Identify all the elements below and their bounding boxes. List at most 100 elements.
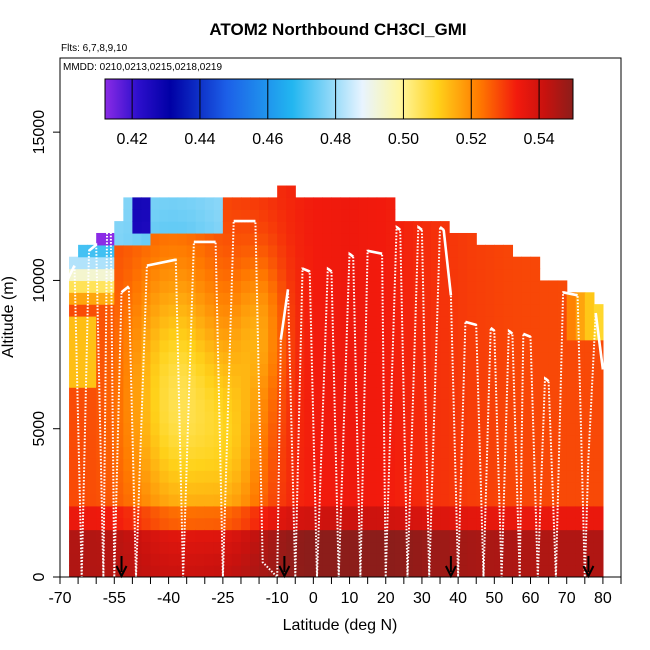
heatmap-cell: [240, 268, 251, 282]
heatmap-cell: [512, 304, 523, 317]
heatmap-cell: [367, 529, 378, 543]
heatmap-cell: [177, 327, 188, 341]
heatmap-cell: [539, 446, 550, 459]
heatmap-cell: [403, 363, 414, 376]
heatmap-cell: [530, 339, 541, 353]
heatmap-cell: [295, 553, 305, 566]
heatmap-cell: [349, 221, 360, 234]
heatmap-cell: [159, 268, 170, 282]
heatmap-cell: [222, 339, 233, 353]
heatmap-cell: [548, 339, 559, 353]
heatmap-cell: [195, 410, 206, 424]
y-tick-label: 10000: [31, 258, 48, 303]
heatmap-cell: [204, 232, 215, 246]
heatmap-cell: [231, 482, 242, 495]
heatmap-cell: [286, 565, 296, 577]
heatmap-cell: [286, 470, 296, 483]
heatmap-cell: [449, 351, 459, 365]
heatmap-cell: [440, 221, 450, 234]
heatmap-cell: [476, 565, 486, 577]
heatmap-cell: [304, 339, 314, 353]
heatmap-cell: [295, 292, 305, 305]
heatmap-cell: [141, 422, 152, 436]
heatmap-cell: [222, 470, 233, 483]
heatmap-cell: [123, 446, 133, 459]
heatmap-cell: [566, 363, 577, 376]
heatmap-cell: [87, 541, 97, 554]
heatmap-cell: [458, 256, 468, 270]
heatmap-cell: [394, 351, 405, 365]
heatmap-cell: [222, 221, 233, 234]
heatmap-cell: [204, 268, 215, 282]
heatmap-cell: [430, 232, 441, 246]
heatmap-cell: [150, 209, 161, 222]
heatmap-cell: [376, 458, 387, 471]
heatmap-cell: [69, 399, 79, 412]
x-tick-label: 80: [594, 590, 612, 607]
heatmap-cell: [304, 458, 314, 471]
heatmap-cell: [159, 197, 170, 210]
heatmap-cell: [467, 434, 477, 448]
heatmap-cell: [114, 339, 124, 353]
heatmap-cell: [566, 493, 577, 507]
heatmap-cell: [168, 221, 179, 234]
heatmap-cell: [521, 363, 532, 376]
heatmap-cell: [412, 517, 423, 531]
heatmap-cell: [250, 280, 260, 293]
heatmap-cell: [250, 482, 260, 495]
heatmap-cell: [449, 470, 459, 483]
heatmap-cell: [240, 316, 251, 329]
heatmap-cell: [593, 529, 604, 543]
heatmap-cell: [358, 434, 369, 448]
heatmap-cell: [222, 553, 233, 566]
heatmap-cell: [394, 244, 405, 258]
heatmap-cell: [259, 316, 269, 329]
heatmap-cell: [96, 410, 106, 424]
heatmap-cell: [503, 541, 514, 554]
heatmap-cell: [376, 565, 387, 577]
heatmap-cell: [177, 304, 188, 317]
heatmap-cell: [168, 292, 179, 305]
heatmap-cell: [367, 422, 378, 436]
heatmap-cell: [222, 197, 233, 210]
heatmap-cell: [358, 482, 369, 495]
heatmap-cell: [412, 316, 423, 329]
heatmap-cell: [286, 446, 296, 459]
heatmap-cell: [385, 482, 396, 495]
heatmap-cell: [114, 529, 124, 543]
heatmap-cell: [449, 387, 459, 400]
heatmap-cell: [557, 458, 568, 471]
heatmap-cell: [593, 565, 604, 577]
heatmap-cell: [231, 458, 242, 471]
y-tick-label: 5000: [31, 411, 48, 447]
heatmap-cell: [575, 529, 586, 543]
heatmap-cell: [105, 339, 115, 353]
heatmap-cell: [367, 339, 378, 353]
heatmap-cell: [485, 410, 495, 424]
heatmap-cell: [177, 197, 188, 210]
heatmap-cell: [331, 304, 342, 317]
heatmap-cell: [340, 422, 351, 436]
heatmap-cell: [105, 493, 115, 507]
heatmap-cell: [476, 553, 486, 566]
heatmap-cell: [376, 529, 387, 543]
heatmap-cell: [259, 541, 269, 554]
heatmap-cell: [494, 505, 504, 519]
heatmap-cell: [557, 316, 568, 329]
heatmap-cell: [177, 446, 188, 459]
heatmap-cell: [403, 565, 414, 577]
heatmap-cell: [105, 553, 115, 566]
heatmap-cell: [548, 351, 559, 365]
heatmap-cell: [539, 470, 550, 483]
heatmap-cell: [358, 209, 369, 222]
heatmap-cell: [250, 221, 260, 234]
heatmap-cell: [331, 327, 342, 341]
heatmap-cell: [412, 482, 423, 495]
heatmap-cell: [340, 565, 351, 577]
heatmap-cell: [195, 505, 206, 519]
heatmap-cell: [358, 327, 369, 341]
heatmap-cell: [222, 505, 233, 519]
heatmap-cell: [204, 505, 215, 519]
heatmap-cell: [421, 387, 432, 400]
heatmap-cell: [440, 482, 450, 495]
